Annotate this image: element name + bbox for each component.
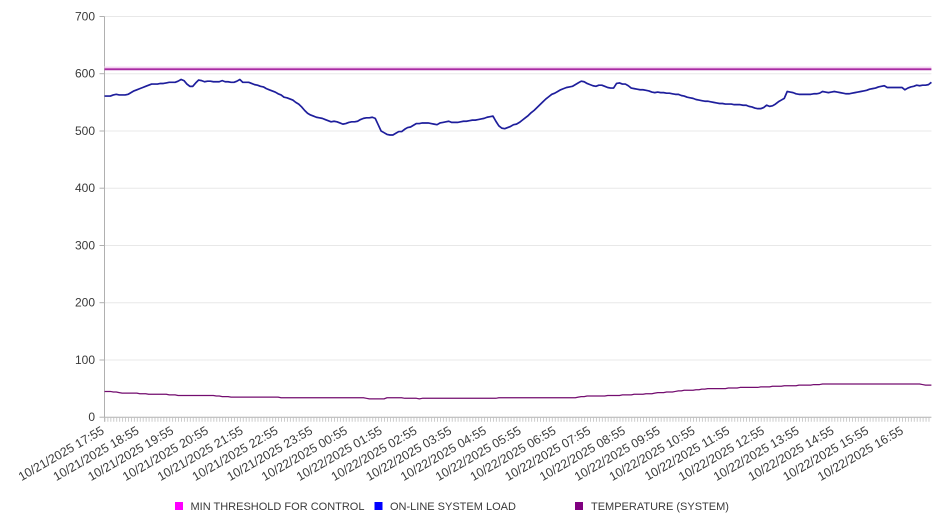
svg-text:MIN THRESHOLD FOR CONTROL: MIN THRESHOLD FOR CONTROL [191,501,365,513]
svg-text:400: 400 [75,181,95,195]
svg-text:700: 700 [75,10,95,24]
svg-text:200: 200 [75,296,95,310]
svg-text:500: 500 [75,124,95,138]
svg-text:ON-LINE SYSTEM LOAD: ON-LINE SYSTEM LOAD [390,501,516,513]
svg-text:600: 600 [75,67,95,81]
svg-text:100: 100 [75,353,95,367]
svg-text:300: 300 [75,239,95,253]
svg-text:0: 0 [88,410,95,424]
svg-text:TEMPERATURE (SYSTEM): TEMPERATURE (SYSTEM) [591,501,729,513]
